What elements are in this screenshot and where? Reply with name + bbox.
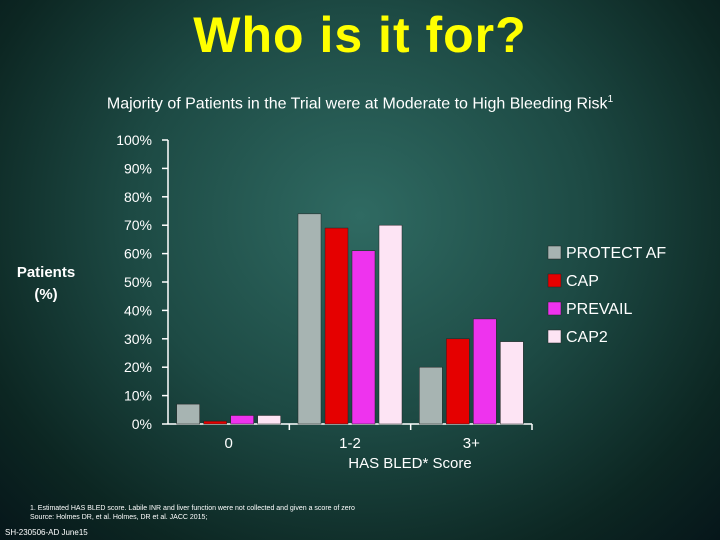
bar xyxy=(351,250,376,425)
y-tick-label: 70% xyxy=(124,217,152,233)
legend-swatch xyxy=(547,329,562,344)
y-tick-label: 30% xyxy=(124,331,152,347)
legend-label: PREVAIL xyxy=(566,301,633,318)
bar xyxy=(419,366,443,425)
y-tick-label: 50% xyxy=(124,274,152,290)
bar xyxy=(257,415,281,425)
bar xyxy=(324,227,349,425)
y-tick-label: 60% xyxy=(124,246,152,262)
subtitle-footnote-marker: 1 xyxy=(607,94,614,105)
x-axis-title: HAS BLED* Score xyxy=(348,455,472,472)
legend-swatch xyxy=(547,245,562,260)
y-tick-label: 10% xyxy=(124,388,152,404)
y-tick-label: 40% xyxy=(124,302,152,318)
x-tick-label: 3+ xyxy=(463,435,480,452)
legend-swatch xyxy=(547,301,562,316)
slide-id: SH-230506-AD June15 xyxy=(5,528,88,537)
footnote: 1. Estimated HAS BLED score. Labile INR … xyxy=(30,504,355,522)
bar xyxy=(230,415,254,425)
legend-label: CAP xyxy=(566,273,599,290)
bar xyxy=(446,338,470,425)
x-tick-label: 1-2 xyxy=(339,435,361,452)
bar xyxy=(176,403,200,425)
legend-swatch xyxy=(547,273,562,288)
footnote-line-1: 1. Estimated HAS BLED score. Labile INR … xyxy=(30,505,355,512)
footnote-line-2: Source: Holmes DR, et al. Holmes, DR et … xyxy=(30,514,208,521)
y-tick-label: 100% xyxy=(116,132,152,148)
slide-title: Who is it for? xyxy=(193,7,527,63)
slide-subtitle: Majority of Patients in the Trial were a… xyxy=(0,94,720,113)
bar xyxy=(473,318,497,425)
bar xyxy=(203,420,227,425)
legend-label: PROTECT AF xyxy=(566,245,666,262)
y-axis-label: Patients (%) xyxy=(16,264,76,303)
y-tick-label: 20% xyxy=(124,359,152,375)
y-tick-label: 90% xyxy=(124,160,152,176)
bar xyxy=(378,224,403,425)
bar xyxy=(500,341,524,425)
y-tick-label: 0% xyxy=(132,416,152,432)
y-tick-label: 80% xyxy=(124,189,152,205)
x-tick-label: 0 xyxy=(224,435,232,452)
bar xyxy=(297,213,322,425)
subtitle-text: Majority of Patients in the Trial were a… xyxy=(106,95,608,113)
legend-label: CAP2 xyxy=(566,329,608,346)
